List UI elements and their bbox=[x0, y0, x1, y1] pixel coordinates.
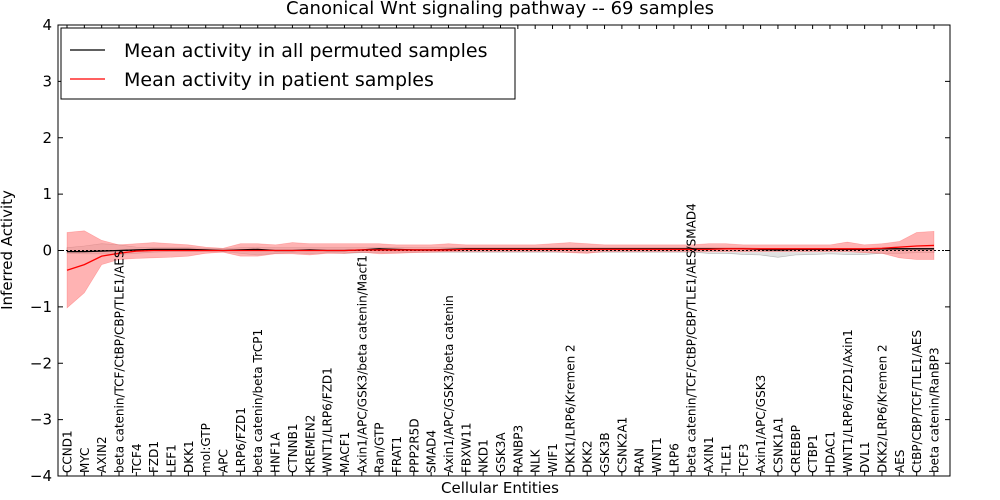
x-tick-label: APC bbox=[217, 449, 231, 473]
chart-title: Canonical Wnt signaling pathway -- 69 sa… bbox=[286, 0, 714, 19]
x-tick-label: CTBP1 bbox=[806, 434, 820, 473]
x-tick-label: TCF4 bbox=[130, 443, 144, 474]
x-tick-label: Axin1/APC/GSK3 bbox=[754, 375, 768, 473]
x-tick-label: Axin1/APC/GSK3/beta catenin/Macf1 bbox=[355, 255, 369, 473]
y-tick-label: 3 bbox=[42, 72, 52, 90]
x-tick-label: AXIN1 bbox=[702, 436, 716, 473]
x-axis-label: Cellular Entities bbox=[441, 479, 559, 497]
legend-label-patient: Mean activity in patient samples bbox=[124, 69, 434, 91]
x-tick-label: GSK3B bbox=[598, 432, 612, 473]
y-tick-labels: −4 −3 −2 −1 0 1 2 3 4 bbox=[30, 16, 52, 485]
x-tick-label: NLK bbox=[529, 448, 543, 473]
x-tick-label: HDAC1 bbox=[823, 431, 837, 473]
y-tick-label: −2 bbox=[30, 354, 52, 372]
x-tick-label: CTNNB1 bbox=[286, 423, 300, 473]
legend: Mean activity in all permuted samples Me… bbox=[60, 27, 516, 100]
x-tick-label: WNT1/LRP6/FZD1 bbox=[321, 367, 335, 473]
x-tick-label: FBXW11 bbox=[459, 423, 473, 474]
confidence-bands bbox=[66, 230, 935, 309]
x-tick-labels: CCND1 MYC AXIN2 beta catenin/TCF/CtBP/CBP/T… bbox=[61, 203, 942, 474]
line-patient bbox=[66, 244, 935, 271]
y-tick-label: −3 bbox=[30, 411, 52, 429]
x-tick-label: RAN bbox=[633, 448, 647, 473]
x-tick-label: GSK3A bbox=[494, 432, 508, 473]
legend-label-permuted: Mean activity in all permuted samples bbox=[124, 40, 487, 62]
plot-frame bbox=[57, 24, 951, 477]
x-tick-label: LEF1 bbox=[165, 444, 179, 473]
y-tick-label: 2 bbox=[42, 129, 52, 147]
x-tick-label: PPP2R5D bbox=[407, 418, 421, 473]
x-tick-label: HNF1A bbox=[269, 431, 283, 473]
x-tick-label: DKK1 bbox=[182, 440, 196, 473]
x-tick-label: SMAD4 bbox=[425, 430, 439, 473]
x-tick-label: Axin1/APC/GSK3/beta catenin bbox=[442, 295, 456, 473]
x-tick-label: RANBP3 bbox=[511, 425, 525, 473]
x-tick-label: beta catenin/TCF/CtBP/CBP/TLE1/AES bbox=[113, 250, 127, 473]
x-tick-label: AES bbox=[893, 450, 907, 473]
y-tick-label: 4 bbox=[42, 16, 52, 34]
x-tick-label: mol:GTP bbox=[199, 423, 213, 473]
x-tick-label: TCF3 bbox=[737, 443, 751, 474]
series-lines bbox=[66, 244, 935, 271]
x-tick-label: TLE1 bbox=[719, 444, 733, 474]
x-tick-label: CSNK2A1 bbox=[615, 417, 629, 473]
x-tick-label: AXIN2 bbox=[95, 436, 109, 473]
x-tick-label: WNT1/LRP6/FZD1/Axin1 bbox=[841, 329, 855, 473]
x-tick-label: WNT1 bbox=[650, 437, 664, 473]
y-tick-label: 0 bbox=[42, 242, 52, 260]
x-tick-label: beta catenin/beta TrCP1 bbox=[251, 329, 265, 473]
x-tick-label: NKD1 bbox=[477, 439, 491, 473]
x-tick-label: MACF1 bbox=[338, 432, 352, 473]
x-tick-label: FZD1 bbox=[147, 441, 161, 473]
x-tick-label: LRP6 bbox=[667, 443, 681, 473]
x-tick-label: CCND1 bbox=[61, 430, 75, 473]
x-tick-label: CSNK1A1 bbox=[771, 417, 785, 473]
y-axis-label: Inferred Activity bbox=[0, 190, 16, 310]
x-tick-label: beta catenin/RanBP3 bbox=[928, 347, 942, 473]
x-tick-label: DKK1/LRP6/Kremen 2 bbox=[563, 344, 577, 473]
band-patient bbox=[66, 230, 935, 309]
y-tick-label: −4 bbox=[30, 467, 52, 485]
x-tick-label: DVL1 bbox=[858, 441, 872, 473]
x-tick-label: KREMEN2 bbox=[303, 415, 317, 473]
x-tick-label: DKK2 bbox=[581, 440, 595, 473]
x-tick-label: Ran/GTP bbox=[373, 422, 387, 473]
x-tick-label: FRAT1 bbox=[390, 436, 404, 473]
legend-box bbox=[60, 27, 516, 100]
x-tick-label: CREBBP bbox=[789, 425, 803, 473]
x-tick-label: MYC bbox=[78, 448, 92, 473]
x-tick-label: LRP6/FZD1 bbox=[234, 407, 248, 473]
x-tick-label: DKK2/LRP6/Kremen 2 bbox=[875, 344, 889, 473]
y-tick-label: 1 bbox=[42, 185, 52, 203]
x-tick-label: WIF1 bbox=[546, 443, 560, 473]
x-tick-label: CtBP/CBP/TCF/TLE1/AES bbox=[910, 330, 924, 473]
x-tick-label: beta catenin/TCF/CtBP/CBP/TLE1/AES/SMAD4 bbox=[685, 203, 699, 473]
y-tick-label: −1 bbox=[30, 298, 52, 316]
